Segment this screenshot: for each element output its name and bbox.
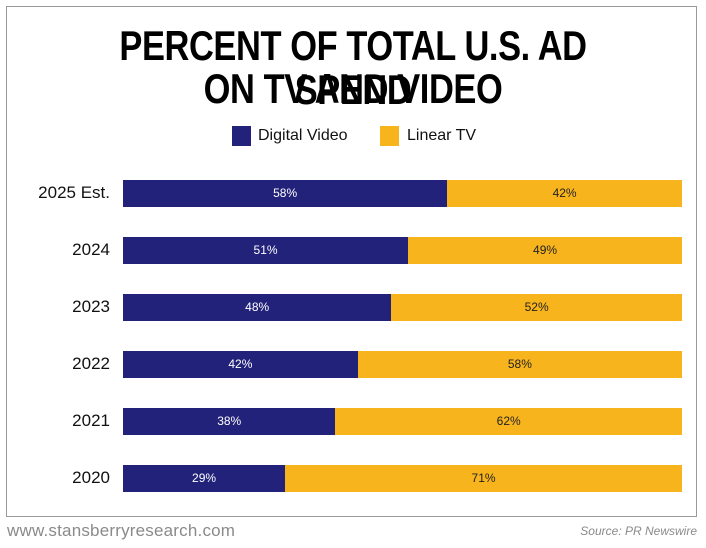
category-label: 2020 [72, 468, 110, 487]
bar-segment-linear-tv [285, 465, 682, 492]
category-label: 2023 [72, 297, 110, 316]
data-label: 48% [245, 300, 270, 314]
data-label: 58% [273, 186, 298, 200]
data-label: 29% [192, 471, 217, 485]
bar-segment-linear-tv [447, 180, 682, 207]
legend-label-linear-tv: Linear TV [407, 127, 477, 144]
data-label: 71% [471, 471, 496, 485]
legend-swatch-digital-video [232, 126, 251, 146]
data-label: 51% [253, 243, 278, 257]
category-label: 2025 Est. [38, 183, 110, 202]
bar-segment-linear-tv [391, 294, 682, 321]
category-label: 2021 [72, 411, 110, 430]
footer-website: www.stansberryresearch.com [7, 521, 236, 540]
bar-segment-digital-video [123, 465, 286, 492]
bar-segment-linear-tv [357, 351, 682, 378]
footer-source: Source: PR Newswire [580, 524, 697, 538]
bar-segment-digital-video [123, 351, 358, 378]
category-label: 2024 [72, 240, 110, 259]
bar-segment-digital-video [123, 180, 448, 207]
bar-segment-linear-tv [408, 237, 682, 264]
data-label: 62% [496, 414, 521, 428]
category-label: 2022 [72, 354, 110, 373]
bar-segment-digital-video [123, 237, 409, 264]
chart-frame [6, 6, 697, 517]
bar-segment-linear-tv [335, 408, 682, 435]
bar-segment-digital-video [123, 408, 336, 435]
data-label: 42% [552, 186, 577, 200]
chart-title-line-1: PERCENT OF TOTAL U.S. AD SPEND [119, 22, 587, 113]
legend-label-digital-video: Digital Video [258, 127, 348, 144]
bar-segment-digital-video [123, 294, 392, 321]
legend: Digital Video Linear TV [0, 125, 706, 147]
chart-title-line-2: ON TV AND VIDEO [203, 65, 503, 112]
legend-swatch-linear-tv [380, 126, 399, 146]
data-label: 49% [533, 243, 558, 257]
data-label: 42% [228, 357, 253, 371]
data-label: 58% [507, 357, 532, 371]
data-label: 38% [217, 414, 242, 428]
data-label: 52% [524, 300, 549, 314]
